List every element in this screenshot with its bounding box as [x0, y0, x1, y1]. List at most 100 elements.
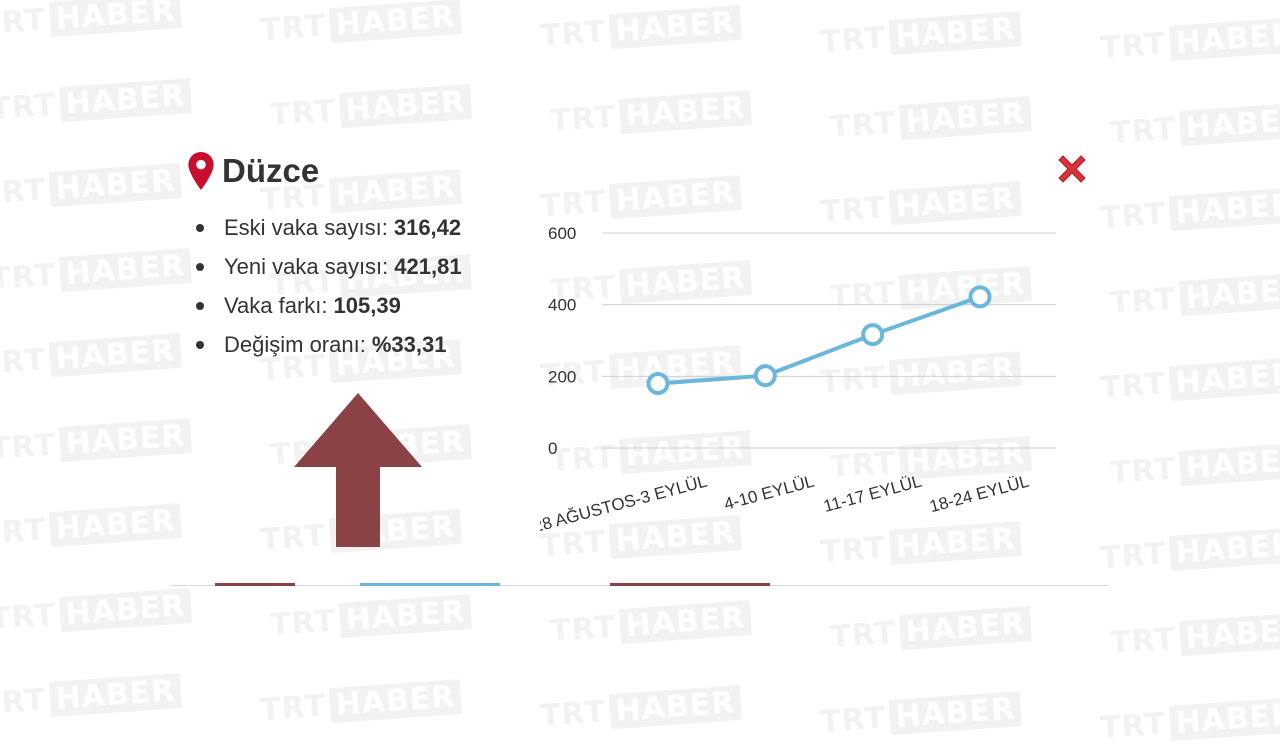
watermark-text-haber: HABER: [1168, 527, 1280, 572]
watermark-text-haber: HABER: [48, 333, 183, 378]
data-point: [646, 372, 670, 395]
watermark-text-trt: TRT: [269, 93, 337, 133]
watermark-text-haber: HABER: [1168, 357, 1280, 402]
y-tick-label: 400: [548, 296, 576, 315]
watermark: TRT HABER: [549, 600, 753, 649]
watermark: TRT HABER: [1099, 697, 1280, 746]
stat-label: Eski vaka sayısı:: [224, 214, 388, 240]
watermark-text-trt: TRT: [1099, 706, 1167, 746]
watermark-text-haber: HABER: [888, 691, 1023, 736]
watermark: TRT HABER: [0, 418, 193, 467]
y-tick-label: 600: [548, 224, 576, 243]
stat-value: 316,42: [393, 214, 462, 240]
watermark-text-trt: TRT: [549, 99, 617, 139]
watermark-text-haber: HABER: [328, 0, 463, 44]
watermark: TRT HABER: [819, 11, 1023, 60]
watermark: TRT HABER: [0, 78, 193, 127]
watermark-text-trt: TRT: [539, 14, 607, 54]
watermark: TRT HABER: [819, 691, 1023, 740]
watermark: TRT HABER: [1109, 442, 1280, 491]
watermark-text-haber: HABER: [608, 685, 743, 730]
stat-label: Yeni vaka sayısı:: [224, 253, 389, 279]
watermark-text-trt: TRT: [0, 2, 47, 42]
watermark: TRT HABER: [0, 588, 193, 637]
watermark: TRT HABER: [0, 333, 183, 382]
watermark-text-haber: HABER: [618, 600, 753, 645]
watermark-text-haber: HABER: [898, 96, 1033, 141]
bullet: [196, 301, 204, 310]
watermark: TRT HABER: [259, 0, 463, 48]
watermark: TRT HABER: [269, 594, 473, 643]
stat-change-rate: Değişim oranı: %33,31: [196, 325, 462, 364]
watermark-text-haber: HABER: [48, 0, 183, 38]
watermark: TRT HABER: [1109, 612, 1280, 661]
watermark: TRT HABER: [1099, 187, 1280, 236]
watermark-text-trt: TRT: [1099, 536, 1167, 576]
watermark-text-haber: HABER: [1168, 187, 1280, 232]
watermark: TRT HABER: [1099, 357, 1280, 406]
watermark-text-trt: TRT: [819, 700, 887, 740]
bullet: [196, 340, 204, 349]
watermark-text-haber: HABER: [608, 5, 743, 50]
watermark-text-haber: HABER: [898, 606, 1033, 651]
watermark-text-haber: HABER: [328, 169, 463, 214]
close-x-icon[interactable]: [1055, 152, 1089, 186]
watermark-text-trt: TRT: [829, 105, 897, 145]
watermark: TRT HABER: [259, 679, 463, 728]
watermark-text-trt: TRT: [259, 8, 327, 48]
province-title: Düzce: [222, 152, 320, 189]
divider-accent-blue: [360, 583, 500, 586]
divider-accent-red: [215, 583, 295, 586]
watermark-text-haber: HABER: [1168, 697, 1280, 742]
watermark-text-trt: TRT: [0, 512, 47, 552]
watermark-text-trt: TRT: [1109, 111, 1177, 151]
watermark-text-trt: TRT: [0, 342, 47, 382]
watermark-text-haber: HABER: [338, 84, 473, 129]
line-chart: 0 200 400 600 28 AĞUSTOS-3 EYLÜL 4-10 EYLÜL 11…: [540, 224, 1056, 536]
watermark-text-haber: HABER: [58, 78, 193, 123]
watermark-text-trt: TRT: [269, 603, 337, 643]
watermark-text-trt: TRT: [0, 257, 57, 297]
watermark-text-haber: HABER: [338, 594, 473, 639]
series-line: [657, 294, 981, 386]
watermark-text-trt: TRT: [829, 615, 897, 655]
watermark: TRT HABER: [539, 685, 743, 734]
stat-value: 421,81: [394, 253, 462, 279]
y-tick-label: 0: [548, 439, 557, 458]
map-pin-icon: [188, 152, 214, 190]
watermark-text-trt: TRT: [0, 597, 57, 637]
watermark: TRT HABER: [269, 84, 473, 133]
watermark: TRT HABER: [0, 503, 183, 552]
title-row: Düzce: [188, 152, 319, 190]
stat-value: %33,31: [371, 331, 447, 357]
watermark-text-trt: TRT: [1109, 451, 1177, 491]
data-point: [753, 364, 777, 388]
watermark-text-trt: TRT: [0, 427, 57, 467]
watermark-text-trt: TRT: [549, 609, 617, 649]
watermark-text-trt: TRT: [539, 694, 607, 734]
watermark: TRT HABER: [0, 163, 183, 212]
watermark-text-trt: TRT: [1099, 26, 1167, 66]
watermark-text-haber: HABER: [618, 90, 753, 135]
divider-accent-red: [610, 583, 770, 586]
watermark-text-haber: HABER: [58, 418, 193, 463]
stat-label: Değişim oranı:: [224, 331, 366, 357]
watermark: TRT HABER: [549, 90, 753, 139]
bullet: [196, 223, 204, 232]
watermark: TRT HABER: [1109, 102, 1280, 151]
watermark: TRT HABER: [0, 673, 183, 722]
stat-old-cases: Eski vaka sayısı: 316,42: [196, 208, 462, 247]
stat-case-difference: Vaka farkı: 105,39: [196, 286, 462, 325]
bullet: [196, 262, 204, 271]
watermark-text-haber: HABER: [1168, 17, 1280, 62]
watermark-text-haber: HABER: [1178, 272, 1280, 317]
watermark-text-trt: TRT: [1109, 281, 1177, 321]
watermark-text-haber: HABER: [58, 588, 193, 633]
arrow-up-icon: [294, 393, 422, 547]
watermark-text-haber: HABER: [48, 673, 183, 718]
watermark-text-trt: TRT: [1099, 196, 1167, 236]
stats-list: Eski vaka sayısı: 316,42 Yeni vaka sayısı…: [196, 208, 462, 364]
data-point: [861, 323, 885, 347]
watermark-text-trt: TRT: [0, 682, 47, 722]
stat-label: Vaka farkı:: [224, 292, 328, 318]
